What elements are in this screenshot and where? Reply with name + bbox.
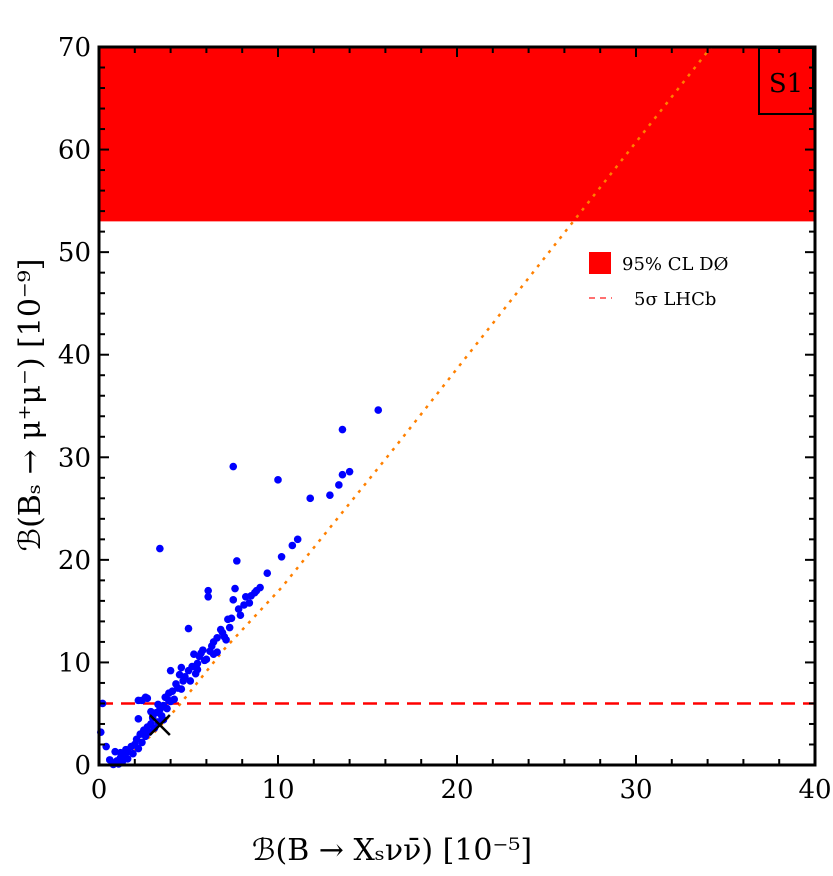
y-axis-label: ℬ(Bₛ → μ⁺μ⁻) [10⁻⁹] [13, 259, 48, 552]
data-point [186, 677, 195, 685]
data-point [134, 744, 143, 753]
y-tick-label: 10 [58, 648, 91, 678]
data-point [274, 476, 282, 484]
data-point [277, 552, 286, 561]
data-point [154, 700, 162, 709]
data-point [225, 623, 234, 632]
data-point [204, 592, 212, 601]
data-point [263, 569, 272, 577]
data-point [293, 535, 302, 544]
data-point [138, 738, 146, 747]
legend: 95% CL DØ 5σ LHCb [589, 252, 728, 310]
data-point [179, 677, 187, 685]
data-point [240, 601, 248, 609]
data-point [202, 655, 211, 664]
data-point [374, 406, 383, 414]
legend-label-line: 5σ LHCb [634, 289, 716, 310]
data-point [134, 715, 143, 723]
data-point [345, 467, 354, 476]
x-tick-label: 30 [619, 775, 652, 805]
y-tick-label: 40 [58, 341, 91, 371]
data-point [326, 491, 334, 500]
legend-swatch-band [589, 252, 611, 274]
data-point [177, 663, 186, 672]
data-point [234, 605, 243, 613]
y-tick-label: 70 [58, 33, 91, 63]
data-point [335, 481, 343, 489]
data-point [165, 696, 173, 705]
data-point [229, 596, 238, 604]
data-point [193, 665, 202, 674]
data-point [184, 624, 193, 633]
excluded-band [99, 47, 815, 222]
x-tick-label: 20 [440, 775, 473, 805]
data-point [233, 557, 241, 565]
sm-cross-marker [148, 714, 171, 736]
y-tick-label: 0 [74, 751, 91, 781]
data-point [209, 650, 218, 659]
y-tick-label: 30 [58, 443, 91, 473]
data-point [250, 588, 259, 597]
y-tick-label: 50 [58, 238, 91, 268]
data-point [222, 636, 230, 644]
data-point [197, 649, 205, 657]
orange-curve [110, 46, 713, 767]
data-point [184, 666, 193, 675]
data-point [306, 494, 315, 503]
data-point [175, 670, 184, 679]
data-point [111, 747, 119, 756]
x-tick-label: 10 [261, 775, 294, 805]
data-point [147, 707, 155, 716]
data-point [338, 470, 347, 479]
x-axis-label: ℬ(B → Xₛνν̄) [10⁻⁵] [252, 833, 532, 868]
data-point [227, 614, 236, 623]
data-point [236, 611, 245, 620]
data-point [156, 544, 164, 553]
data-point [338, 425, 347, 434]
data-point [143, 694, 152, 703]
data-point [241, 592, 250, 601]
x-tick-label: 0 [91, 775, 108, 805]
data-point [129, 749, 137, 758]
data-point [177, 685, 186, 693]
y-tick-label: 60 [58, 136, 91, 166]
panel-label: S1 [769, 69, 803, 99]
data-point [288, 541, 297, 550]
x-tick-label: 40 [798, 775, 831, 805]
data-point [190, 650, 198, 659]
data-point [166, 666, 175, 675]
legend-label-band: 95% CL DØ [622, 254, 728, 275]
data-point [231, 584, 239, 593]
data-point [229, 462, 238, 471]
y-tick-label: 20 [58, 546, 91, 576]
data-point [105, 756, 114, 764]
data-point [204, 586, 212, 595]
data-point [141, 732, 150, 741]
data-point [209, 638, 218, 646]
data-point [163, 704, 171, 713]
